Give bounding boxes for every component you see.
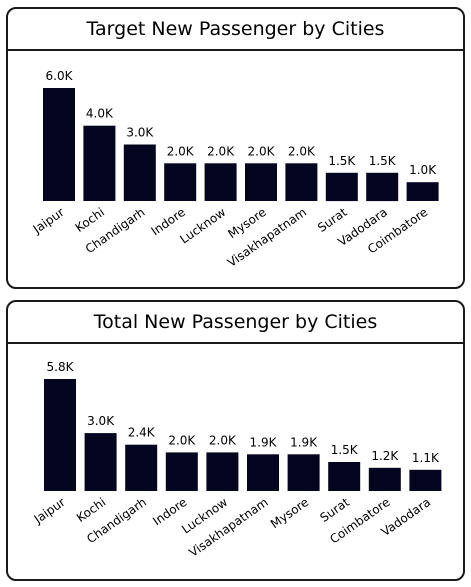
- target-passenger-chart-card: Target New Passenger by Cities 6.0K Jaipu…: [6, 7, 465, 289]
- bar-lucknow: [206, 452, 239, 491]
- bar-lucknow: [204, 163, 237, 201]
- data-label: 2.0K: [209, 433, 237, 447]
- target-passenger-bar-chart: 6.0KJaipur4.0KKochi3.0KChandigarh2.0KInd…: [30, 69, 439, 270]
- bar-jaipur: [44, 379, 76, 491]
- data-label: 2.0K: [288, 144, 316, 158]
- data-label: 1.9K: [290, 435, 318, 449]
- data-label: 2.0K: [167, 144, 195, 158]
- bar-mysore: [287, 454, 320, 491]
- bar-kochi: [83, 125, 116, 201]
- bar-vadodara: [366, 172, 399, 202]
- bar-surat: [328, 462, 361, 491]
- x-tick-label: Jaipur: [30, 205, 67, 237]
- data-label: 3.0K: [87, 414, 115, 428]
- data-label: 5.8K: [47, 360, 75, 374]
- data-label: 2.0K: [207, 144, 235, 158]
- data-label: 2.0K: [248, 144, 276, 158]
- data-label: 3.0K: [126, 126, 154, 140]
- bar-indore: [165, 452, 198, 491]
- bar-visakhapatnam: [285, 163, 318, 201]
- data-label: 1.2K: [371, 449, 399, 463]
- data-label: 1.0K: [409, 163, 437, 177]
- bar-mysore: [245, 163, 277, 201]
- bar-surat: [325, 172, 358, 202]
- data-label: 1.5K: [369, 154, 397, 168]
- chart-title: Total New Passenger by Cities: [8, 302, 463, 344]
- data-label: 1.5K: [328, 154, 356, 168]
- total-passenger-bar-chart: 5.8KJaipur3.0KKochi2.4KChandigarh2.0KInd…: [31, 360, 442, 560]
- bar-chandigarh: [123, 144, 156, 201]
- bar-coimbatore: [406, 182, 439, 201]
- data-label: 1.5K: [331, 443, 359, 457]
- x-tick-label: Mysore: [268, 495, 311, 531]
- x-tick-label: Lucknow: [177, 205, 228, 247]
- bar-coimbatore: [368, 467, 401, 491]
- bar-indore: [164, 163, 197, 201]
- data-label: 1.9K: [250, 435, 278, 449]
- bar-jaipur: [43, 88, 75, 201]
- data-label: 1.1K: [412, 451, 440, 465]
- data-label: 2.4K: [128, 426, 156, 440]
- bar-visakhapatnam: [247, 454, 279, 491]
- data-label: 2.0K: [168, 433, 196, 447]
- data-label: 4.0K: [86, 107, 114, 121]
- x-tick-label: Jaipur: [31, 495, 68, 527]
- bar-chandigarh: [125, 444, 158, 491]
- total-passenger-chart-card: Total New Passenger by Cities 5.8K Jaipur…: [6, 300, 465, 581]
- bar-kochi: [84, 433, 117, 491]
- data-label: 6.0K: [46, 69, 74, 83]
- chart-title: Target New Passenger by Cities: [8, 9, 463, 51]
- bar-vadodara: [409, 469, 442, 491]
